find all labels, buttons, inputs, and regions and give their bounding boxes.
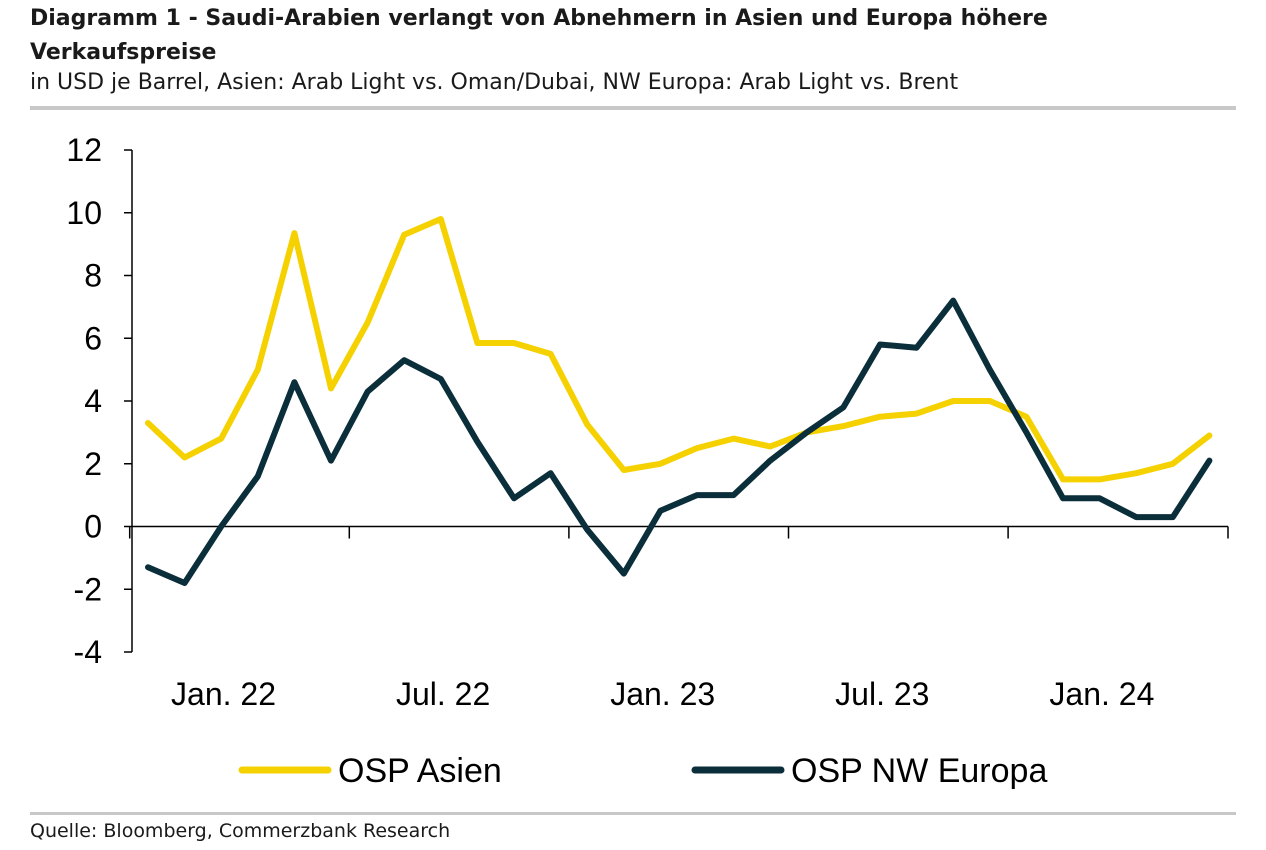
axes: -4 -2 0 2 4 6 8 10 12 Jan. 22 Jul. 22 Jan. 23 Jul. 2… [66, 132, 1229, 712]
y-tick-label: 10 [66, 195, 102, 231]
y-tick-label: -4 [74, 634, 102, 670]
y-tick-label: 6 [84, 320, 102, 356]
source-note: Quelle: Bloomberg, Commerzbank Research [30, 820, 451, 842]
x-tick-label: Jan. 23 [610, 676, 715, 712]
legend: OSP Asien OSP NW Europa [238, 752, 1047, 790]
y-tick-label: 4 [84, 383, 102, 419]
y-tick-label: 12 [66, 132, 102, 168]
chart-title: Diagramm 1 - Saudi-Arabien verlangt von … [30, 6, 1048, 65]
y-tick-label: 2 [84, 446, 102, 482]
top-divider [30, 106, 1236, 110]
series-line-osp-asien [145, 216, 1213, 483]
chart-subtitle: in USD je Barrel, Asien: Arab Light vs. … [30, 70, 959, 95]
y-tick-label: 8 [84, 258, 102, 294]
x-tick-label: Jul. 23 [835, 676, 929, 712]
series-line-osp-nw-europa [145, 297, 1213, 586]
x-tick-label: Jan. 24 [1049, 676, 1154, 712]
y-tick-label: -2 [74, 571, 102, 607]
series-lines [145, 216, 1213, 586]
x-tick-label: Jan. 22 [171, 676, 276, 712]
y-tick-label: 0 [84, 509, 102, 545]
legend-label-osp-nw-europa: OSP NW Europa [791, 752, 1047, 790]
x-tick-label: Jul. 22 [396, 676, 490, 712]
bottom-divider [30, 812, 1236, 815]
legend-label-osp-asien: OSP Asien [338, 752, 502, 790]
